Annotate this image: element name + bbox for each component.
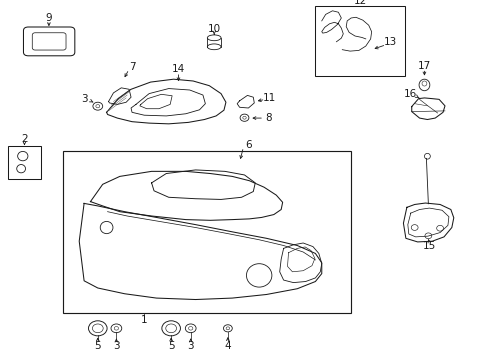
Text: 12: 12	[353, 0, 367, 6]
Text: 4: 4	[224, 341, 231, 351]
Text: 5: 5	[167, 341, 174, 351]
Text: 3: 3	[81, 94, 88, 104]
Text: 2: 2	[21, 134, 28, 144]
Text: 14: 14	[171, 64, 185, 74]
Text: 8: 8	[264, 113, 271, 123]
Text: 16: 16	[403, 89, 417, 99]
Text: 13: 13	[383, 37, 396, 48]
Text: 1: 1	[141, 315, 147, 325]
Bar	[8, 146, 41, 179]
Text: 7: 7	[128, 62, 135, 72]
Text: 17: 17	[417, 60, 430, 71]
Text: 9: 9	[45, 13, 52, 23]
Bar	[315, 6, 405, 76]
Text: 10: 10	[207, 24, 220, 34]
Text: 11: 11	[262, 93, 275, 103]
Text: 3: 3	[113, 341, 120, 351]
Text: 15: 15	[422, 240, 435, 251]
Text: 3: 3	[187, 341, 194, 351]
Bar	[62, 151, 350, 313]
Text: 6: 6	[244, 140, 251, 150]
Text: 5: 5	[94, 341, 101, 351]
